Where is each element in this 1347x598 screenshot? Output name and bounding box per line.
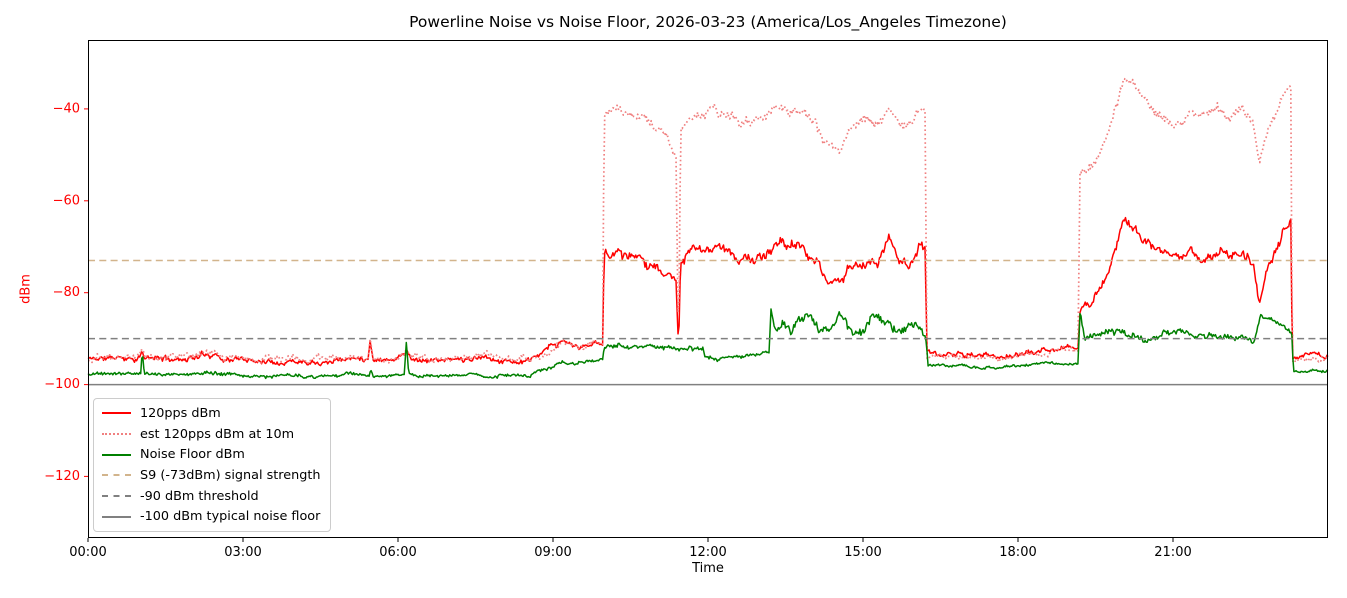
legend-entry: S9 (-73dBm) signal strength <box>102 465 320 486</box>
plot-border <box>88 40 1328 538</box>
legend-label: S9 (-73dBm) signal strength <box>140 467 321 483</box>
x-tick-label: 00:00 <box>69 545 106 560</box>
legend-line-sample <box>102 495 131 498</box>
legend-line-sample <box>102 474 131 477</box>
x-tick-label: 21:00 <box>1154 545 1191 560</box>
x-tick-label: 12:00 <box>689 545 726 560</box>
legend-entry: est 120pps dBm at 10m <box>102 424 320 445</box>
series-est-120pps-dbm-at-10m <box>87 77 1329 365</box>
y-tick-label: −80 <box>53 285 80 300</box>
legend-line-sample <box>102 412 131 415</box>
legend-label: 120pps dBm <box>140 405 221 421</box>
y-axis-label: dBm <box>18 274 34 304</box>
legend-label: Noise Floor dBm <box>140 447 245 463</box>
x-tick-label: 09:00 <box>534 545 571 560</box>
legend-label: est 120pps dBm at 10m <box>140 426 295 442</box>
x-tick-label: 18:00 <box>999 545 1036 560</box>
series-120pps-dbm <box>87 216 1329 367</box>
legend-label: -100 dBm typical noise floor <box>140 509 321 525</box>
legend-entry: 120pps dBm <box>102 403 320 424</box>
legend-line-sample <box>102 453 131 456</box>
legend-label: -90 dBm threshold <box>140 488 259 504</box>
y-tick-label: −120 <box>44 469 80 484</box>
y-tick-label: −40 <box>53 101 80 116</box>
y-tick-label: −100 <box>44 377 80 392</box>
series-noise-floor-dbm <box>87 308 1329 380</box>
x-tick-label: 15:00 <box>844 545 881 560</box>
x-tick-label: 03:00 <box>224 545 261 560</box>
y-tick-label: −60 <box>53 193 80 208</box>
legend-entry: -100 dBm typical noise floor <box>102 506 320 527</box>
x-tick-label: 06:00 <box>379 545 416 560</box>
legend-line-sample <box>102 515 131 518</box>
legend-entry: Noise Floor dBm <box>102 444 320 465</box>
legend-box: 120pps dBm est 120pps dBm at 10m Noise Flo… <box>93 398 332 533</box>
x-axis-label: Time <box>692 561 724 576</box>
legend-entry: -90 dBm threshold <box>102 486 320 507</box>
legend-line-sample <box>102 433 131 436</box>
chart-title: Powerline Noise vs Noise Floor, 2026-03-… <box>409 13 1007 31</box>
